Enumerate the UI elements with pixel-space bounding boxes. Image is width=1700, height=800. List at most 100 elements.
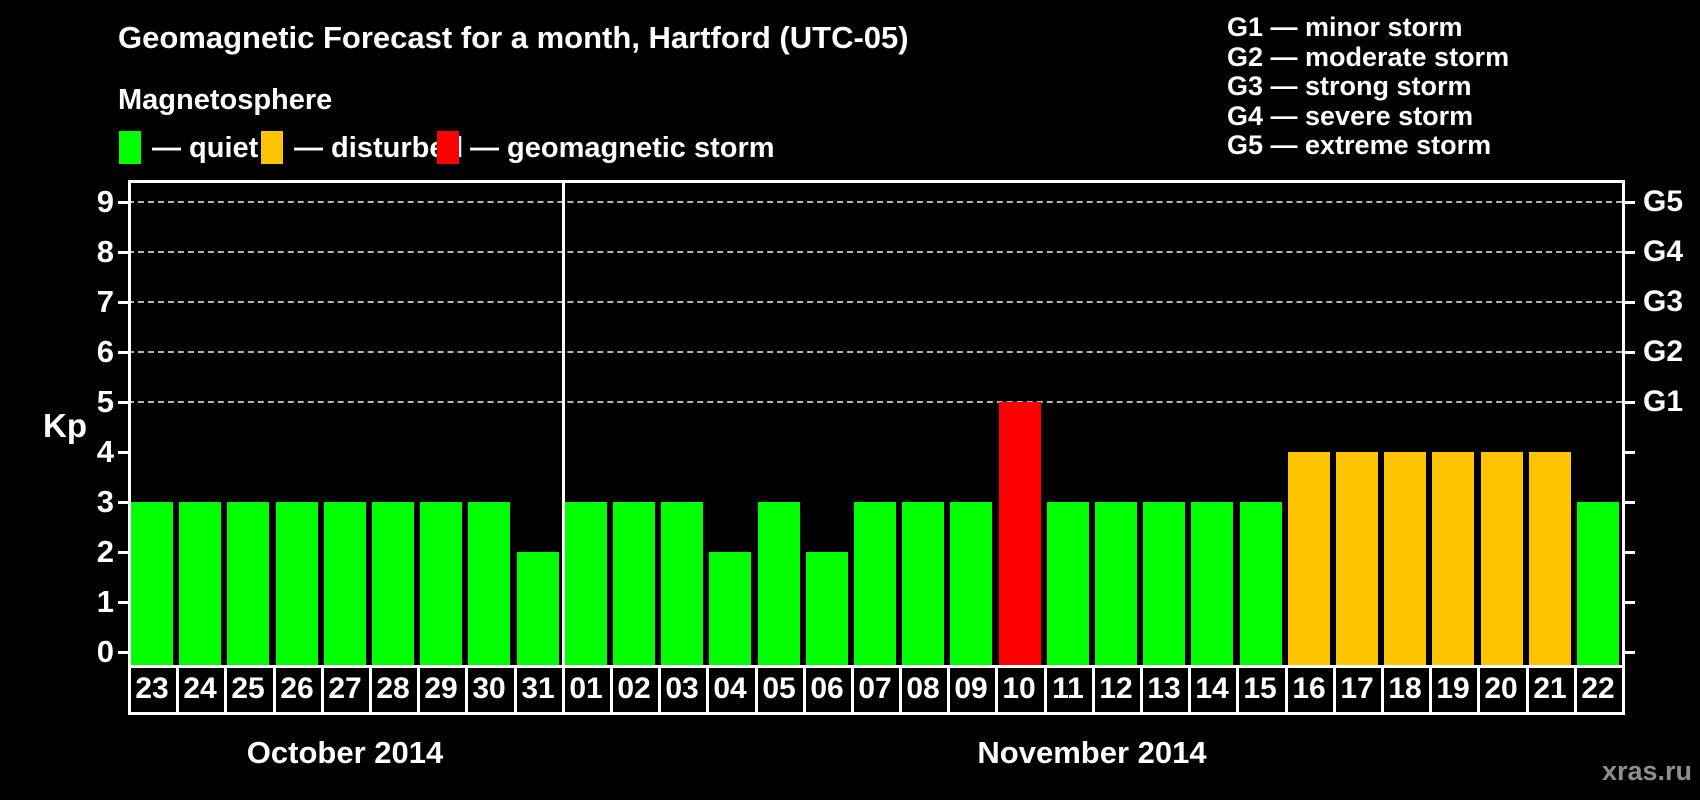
month-label: November 2014: [977, 735, 1207, 770]
kp-bar: [565, 502, 607, 665]
day-label: 17: [1340, 672, 1374, 705]
day-cell-separator: [1429, 665, 1432, 715]
day-cell-separator: [706, 665, 709, 715]
g-scale-legend-line: G3 — strong storm: [1227, 71, 1472, 101]
day-label: 16: [1292, 672, 1326, 705]
day-row-top-line: [128, 665, 1625, 668]
day-label: 11: [1052, 672, 1084, 705]
day-label: 26: [280, 672, 314, 705]
day-label: 29: [424, 672, 458, 705]
kp-bar: [131, 502, 173, 665]
day-cell-separator: [1381, 665, 1384, 715]
day-label: 27: [328, 672, 362, 705]
y-tick-label: 3: [96, 484, 114, 519]
y-tick-label: 0: [96, 634, 114, 669]
right-axis-line: [1622, 183, 1625, 665]
g-level-label: G2: [1643, 335, 1684, 368]
day-cell-separator: [947, 665, 950, 715]
day-label: 15: [1243, 672, 1277, 705]
day-cell-separator: [658, 665, 661, 715]
day-label: 09: [954, 672, 988, 705]
g-level-label: G5: [1643, 185, 1684, 218]
day-label: 03: [665, 672, 699, 705]
day-cell-separator: [321, 665, 324, 715]
day-cell-separator: [128, 665, 131, 715]
g-level-label: G4: [1643, 235, 1684, 268]
day-label: 23: [135, 672, 169, 705]
kp-bar: [806, 552, 848, 665]
y-tick: [1625, 601, 1635, 604]
day-label: 08: [906, 672, 940, 705]
y-axis-title: Kp: [43, 407, 87, 444]
g-level-label: G1: [1643, 385, 1684, 418]
y-tick-label: 9: [96, 184, 114, 219]
day-label: 05: [762, 672, 796, 705]
y-axis-line: [128, 183, 131, 665]
y-tick: [118, 401, 128, 404]
y-tick: [118, 201, 128, 204]
day-cell-separator: [1092, 665, 1095, 715]
day-label: 21: [1533, 672, 1567, 705]
legend-item-label: — quiet: [152, 132, 259, 164]
g-level-label: G3: [1643, 285, 1684, 318]
y-tick-label: 4: [96, 434, 114, 469]
kp-bar: [613, 502, 655, 665]
kp-bar: [517, 552, 559, 665]
y-tick-label: 7: [96, 284, 114, 319]
day-label: 04: [713, 672, 747, 705]
legend-heading: Magnetosphere: [118, 84, 333, 116]
day-cell-separator: [1574, 665, 1577, 715]
day-cell-separator: [1236, 665, 1239, 715]
day-cell-separator: [851, 665, 854, 715]
g-scale-legend: G1 — minor storm G2 — moderate storm G3 — …: [1227, 12, 1510, 161]
top-axis-line: [128, 180, 1625, 183]
kp-bar: [1384, 452, 1426, 665]
kp-bar: [661, 502, 703, 665]
day-label: 14: [1195, 672, 1229, 705]
y-tick: [118, 251, 128, 254]
month-label: October 2014: [246, 735, 444, 770]
day-label: 02: [617, 672, 651, 705]
y-tick: [118, 601, 128, 604]
day-label: 10: [1002, 672, 1036, 705]
legend-item-label: — geomagnetic storm: [470, 132, 775, 164]
kp-bar: [1288, 452, 1330, 665]
g-scale-legend-line: G5 — extreme storm: [1227, 130, 1492, 160]
g-scale-legend-line: G1 — minor storm: [1227, 12, 1463, 42]
g-scale-legend-line: G2 — moderate storm: [1227, 41, 1510, 72]
day-label: 18: [1388, 672, 1422, 705]
chart-title: Geomagnetic Forecast for a month, Hartfo…: [118, 20, 909, 55]
day-cell-separator: [995, 665, 998, 715]
day-label: 24: [183, 672, 217, 705]
watermark: xras.ru: [1601, 756, 1692, 786]
day-label: 01: [569, 672, 603, 705]
day-label: 06: [810, 672, 844, 705]
kp-bar: [758, 502, 800, 665]
day-label: 25: [231, 672, 265, 705]
disturbed-swatch: [261, 131, 283, 164]
day-cell-separator: [1526, 665, 1529, 715]
kp-bar: [1336, 452, 1378, 665]
y-tick: [1625, 451, 1635, 454]
day-cell-separator: [899, 665, 902, 715]
y-tick: [118, 501, 128, 504]
y-tick-label: 8: [96, 234, 114, 269]
day-label: 30: [472, 672, 506, 705]
day-row-bottom-line: [128, 712, 1625, 715]
day-label: 31: [521, 672, 555, 705]
y-tick-label: 5: [96, 384, 114, 419]
y-tick: [118, 551, 128, 554]
y-tick: [118, 451, 128, 454]
kp-bar: [420, 502, 462, 665]
kp-bar: [468, 502, 510, 665]
day-cell-separator: [755, 665, 758, 715]
kp-bar: [950, 502, 992, 665]
kp-bar: [276, 502, 318, 665]
kp-bar: [1432, 452, 1474, 665]
day-cell-separator: [1477, 665, 1480, 715]
y-tick: [1625, 251, 1635, 254]
kp-bar: [227, 502, 269, 665]
gridline-kp5: [128, 401, 1622, 403]
kp-bar: [1191, 502, 1233, 665]
